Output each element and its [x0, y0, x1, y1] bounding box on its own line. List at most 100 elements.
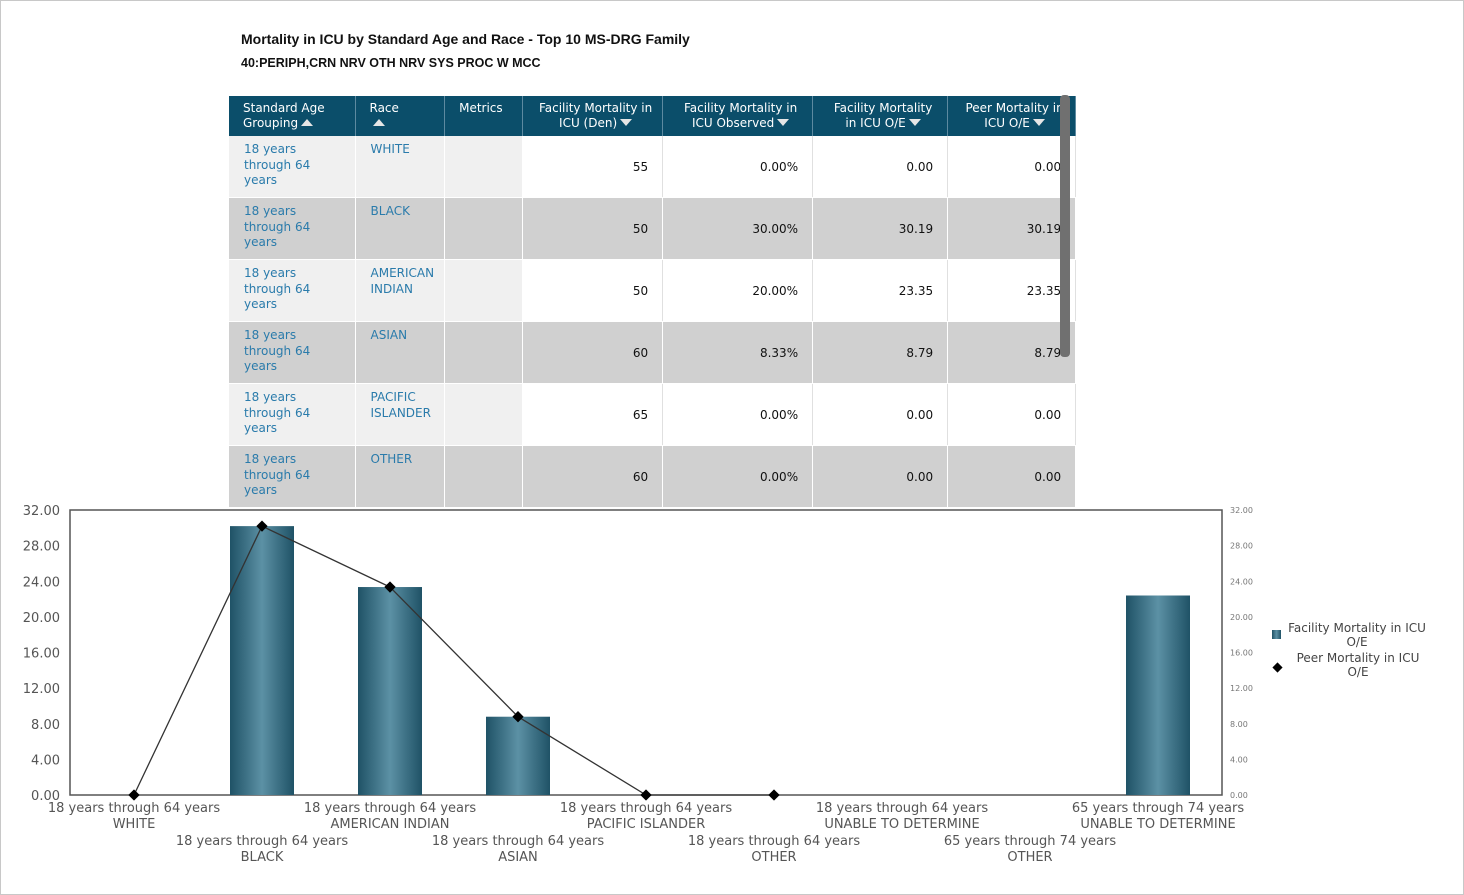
cell-observed: 0.00% [662, 383, 814, 446]
cell-peer_oe: 0.00 [947, 445, 1077, 508]
bar-facility-oe [230, 526, 294, 795]
cell-fac_oe: 23.35 [812, 259, 949, 322]
y-tick-label-left: 28.00 [23, 540, 60, 555]
sort-descending-icon[interactable] [620, 119, 633, 126]
cell-fac_oe: 8.79 [812, 321, 949, 384]
y-tick-label-left: 16.00 [23, 647, 60, 662]
cell-age[interactable]: 18 years through 64 years [229, 259, 356, 322]
y-tick-label-right: 0.00 [1230, 791, 1248, 800]
column-header-4[interactable]: Facility Mortality in ICU Observed [662, 96, 814, 136]
column-header-1[interactable]: Race [355, 96, 446, 136]
bar-facility-oe [486, 716, 550, 795]
sort-descending-icon[interactable] [1032, 119, 1045, 126]
peer-marker [768, 789, 780, 801]
x-tick-label: BLACK [241, 850, 284, 865]
cell-fac_oe: 0.00 [812, 136, 949, 198]
cell-peer_oe: 30.19 [947, 197, 1077, 260]
cell-den: 55 [522, 136, 664, 198]
chart-legend: Facility Mortality in ICU O/E Peer Morta… [1272, 621, 1428, 681]
y-tick-label-right: 8.00 [1230, 720, 1248, 729]
y-tick-label-left: 0.00 [31, 789, 60, 804]
cell-metrics [444, 445, 524, 508]
cell-observed: 0.00% [662, 136, 814, 198]
cell-den: 50 [522, 197, 664, 260]
cell-age[interactable]: 18 years through 64 years [229, 136, 356, 198]
column-header-0[interactable]: Standard Age Grouping [229, 96, 356, 136]
cell-observed: 8.33% [662, 321, 814, 384]
sort-ascending-icon[interactable] [372, 119, 385, 126]
cell-peer_oe: 0.00 [947, 136, 1077, 198]
peer-marker [128, 789, 140, 801]
cell-age[interactable]: 18 years through 64 years [229, 321, 356, 384]
cell-age[interactable]: 18 years through 64 years [229, 197, 356, 260]
bar-swatch-icon [1272, 630, 1281, 639]
x-tick-label: PACIFIC ISLANDER [587, 817, 706, 832]
cell-race[interactable]: OTHER [355, 445, 446, 508]
cell-age[interactable]: 18 years through 64 years [229, 445, 356, 508]
y-tick-label-left: 8.00 [31, 718, 60, 733]
cell-metrics [444, 259, 524, 322]
y-tick-label-right: 16.00 [1230, 649, 1253, 658]
cell-fac_oe: 0.00 [812, 445, 949, 508]
sort-descending-icon[interactable] [777, 119, 790, 126]
column-header-5[interactable]: Facility Mortality in ICU O/E [812, 96, 949, 136]
cell-den: 60 [522, 321, 664, 384]
cell-race[interactable]: BLACK [355, 197, 446, 260]
cell-age[interactable]: 18 years through 64 years [229, 383, 356, 446]
cell-metrics [444, 197, 524, 260]
bar-facility-oe [358, 587, 422, 795]
cell-observed: 20.00% [662, 259, 814, 322]
y-tick-label-right: 24.00 [1230, 577, 1253, 586]
y-tick-label-right: 28.00 [1230, 542, 1253, 551]
x-tick-label: 18 years through 64 years [688, 834, 860, 849]
x-tick-label: AMERICAN INDIAN [330, 817, 449, 832]
peer-line [133, 525, 774, 796]
y-tick-label-right: 4.00 [1230, 755, 1248, 764]
mortality-table: Standard Age Grouping Race Metrics Facility… [229, 96, 1077, 508]
cell-race[interactable]: PACIFIC ISLANDER [355, 383, 446, 446]
y-tick-label-left: 20.00 [23, 611, 60, 626]
cell-observed: 0.00% [662, 445, 814, 508]
table-row: 18 years through 64 years AMERICAN INDIAN… [229, 259, 1077, 322]
y-tick-label-left: 32.00 [23, 504, 60, 519]
peer-marker [640, 789, 652, 801]
cell-peer_oe: 23.35 [947, 259, 1077, 322]
cell-den: 60 [522, 445, 664, 508]
x-tick-label: UNABLE TO DETERMINE [1080, 817, 1235, 832]
cell-fac_oe: 0.00 [812, 383, 949, 446]
mortality-chart: 0.00 0.00 4.00 4.00 8.00 8.00 12.00 12.00 16.00 1… [23, 504, 1253, 865]
x-tick-label: 65 years through 74 years [1072, 801, 1244, 816]
column-header-3[interactable]: Facility Mortality in ICU (Den) [522, 96, 664, 136]
x-tick-label: WHITE [113, 817, 156, 832]
cell-race[interactable]: AMERICAN INDIAN [355, 259, 446, 322]
report-title: Mortality in ICU by Standard Age and Rac… [241, 31, 690, 47]
x-tick-label: 18 years through 64 years [432, 834, 604, 849]
diamond-marker-icon [1272, 662, 1283, 673]
cell-race[interactable]: WHITE [355, 136, 446, 198]
x-tick-label: 65 years through 74 years [944, 834, 1116, 849]
cell-metrics [444, 383, 524, 446]
legend-item-facility: Facility Mortality in ICU O/E [1272, 621, 1428, 649]
x-tick-label: ASIAN [498, 850, 538, 865]
x-tick-label: OTHER [751, 850, 796, 865]
column-header-2[interactable]: Metrics [444, 96, 524, 136]
y-tick-label-left: 4.00 [31, 753, 60, 768]
x-tick-label: OTHER [1007, 850, 1052, 865]
y-tick-label-right: 12.00 [1230, 684, 1253, 693]
column-header-6[interactable]: Peer Mortality in ICU O/E [947, 96, 1077, 136]
y-tick-label-left: 24.00 [23, 575, 60, 590]
y-tick-label-right: 32.00 [1230, 506, 1253, 515]
cell-peer_oe: 8.79 [947, 321, 1077, 384]
table-row: 18 years through 64 years BLACK 50 30.00% 30… [229, 197, 1077, 260]
sort-descending-icon[interactable] [908, 119, 921, 126]
sort-ascending-icon[interactable] [301, 119, 314, 126]
bar-facility-oe [1126, 595, 1190, 795]
x-tick-label: 18 years through 64 years [176, 834, 348, 849]
cell-metrics [444, 321, 524, 384]
table-row: 18 years through 64 years ASIAN 60 8.33% 8.7… [229, 321, 1077, 384]
cell-race[interactable]: ASIAN [355, 321, 446, 384]
table-scrollbar[interactable] [1060, 95, 1070, 357]
table-row: 18 years through 64 years WHITE 55 0.00% 0.0… [229, 136, 1077, 198]
cell-metrics [444, 136, 524, 198]
y-tick-label-right: 20.00 [1230, 613, 1253, 622]
